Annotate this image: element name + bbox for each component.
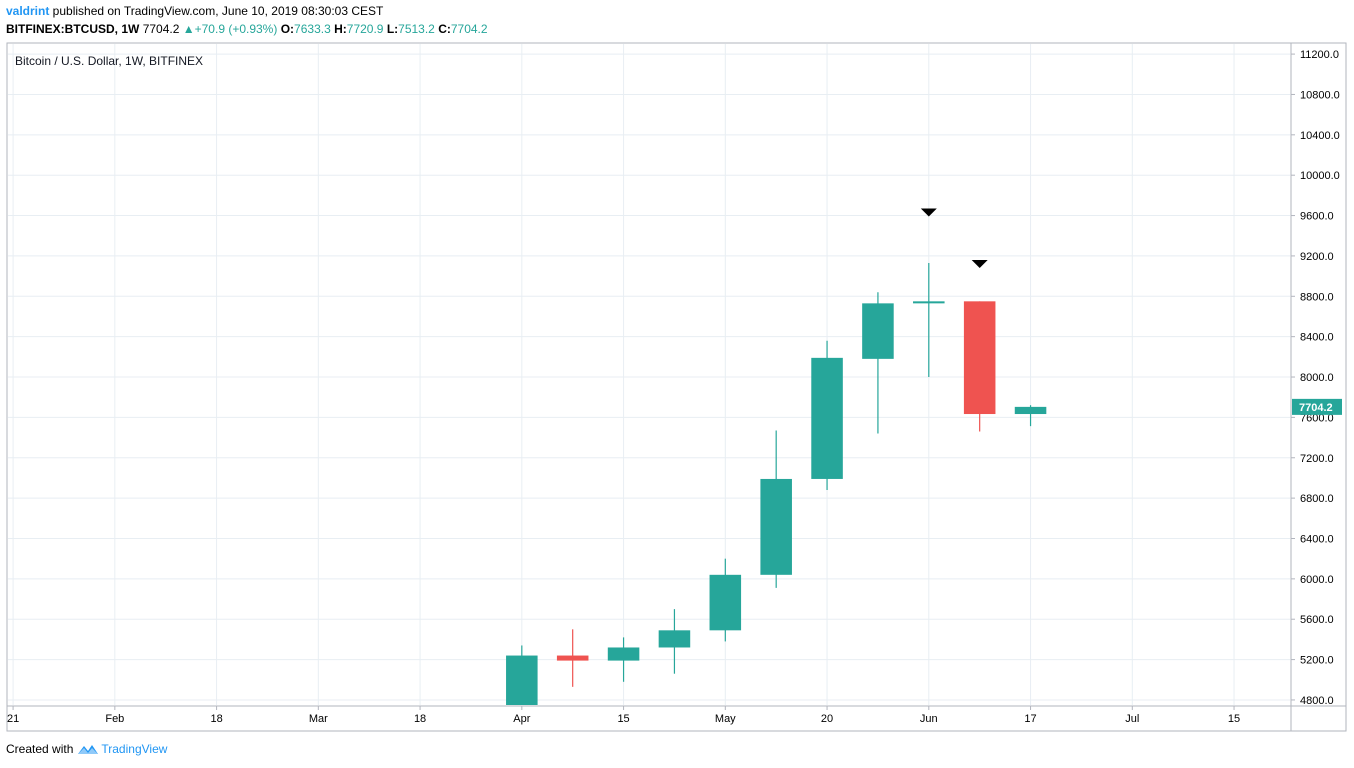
y-tick-label: 5200.0 [1300,655,1334,667]
candle-body [556,655,589,661]
candle [506,645,538,705]
y-tick-label: 4800.0 [1300,695,1334,707]
y-tick-label: 10800.0 [1300,89,1340,101]
candle-body [506,655,538,705]
candle-body [658,630,691,648]
last-price: 7704.2 [142,22,180,36]
y-tick-label: 5600.0 [1300,614,1334,626]
signal-markers [920,208,988,268]
last-price-badge [1292,398,1342,415]
y-tick-label: 8000.0 [1300,372,1334,384]
y-tick-label: 6400.0 [1300,533,1334,545]
high-label: H: [334,22,347,36]
candle [862,292,894,434]
low-value: 7513.2 [398,22,435,36]
time-axis[interactable]: 21 Feb 18 Mar 18 Apr 15 May 20 Jun 17 Jul 15 [7,706,1240,725]
candle-body [862,303,894,359]
down-triangle-marker [971,259,988,268]
y-tick-label: 6000.0 [1300,574,1334,586]
tradingview-logo-icon [78,745,99,754]
close-value: 7704.2 [450,22,488,36]
x-tick-label: Apr [513,713,530,725]
ohlc-legend: BITFINEX:BTCUSD, 1W 7704.2 ▲+70.9 (+0.93… [6,22,488,36]
x-tick-label: Jul [1125,713,1139,725]
x-tick-label: 20 [821,713,833,725]
grid [8,44,1290,705]
chart-title: Bitcoin / U.S. Dollar, 1W, BITFINEX [15,54,203,68]
y-tick-label: 8800.0 [1300,291,1334,303]
candle [1014,405,1047,427]
high-value: 7720.9 [346,22,384,36]
candle-body [607,647,640,661]
candle [607,637,640,682]
x-tick-label: 15 [1228,713,1240,725]
y-tick-label: 7200.0 [1300,453,1334,465]
symbol-label: BITFINEX:BTCUSD, 1W [6,22,140,36]
x-tick-label: 15 [617,713,629,725]
last-price-text: 7704.2 [1299,402,1333,414]
y-tick-label: 10400.0 [1300,130,1340,142]
x-tick-label: May [715,713,736,725]
plot-frame [6,42,1347,732]
y-tick-label: 10000.0 [1300,170,1340,182]
published-text: published on TradingView.com, June 10, 2… [49,4,384,18]
x-tick-label: 18 [414,713,426,725]
candle-body [963,301,996,415]
tradingview-link[interactable]: TradingView [101,742,168,756]
down-triangle-marker [920,208,937,217]
candle-body [1014,406,1047,415]
y-tick-label: 8400.0 [1300,332,1334,344]
created-with-text: Created with [6,742,74,756]
candle [556,629,589,687]
x-tick-label: 17 [1024,713,1036,725]
low-label: L: [386,22,399,36]
x-tick-label: Feb [105,713,124,725]
y-tick-label: 6800.0 [1300,493,1334,505]
candle [709,558,742,642]
price-change: +70.9 (+0.93%) [194,22,278,36]
x-tick-label: Jun [920,713,938,725]
candle-body [760,478,792,575]
publish-info: valdrint published on TradingView.com, J… [6,4,383,18]
candle [913,262,945,378]
x-tick-label: Mar [309,713,328,725]
candle-body [709,574,742,631]
close-label: C: [438,22,451,36]
x-tick-label: 18 [210,713,222,725]
y-tick-label: 9600.0 [1300,211,1334,223]
y-tick-label: 7600.0 [1300,412,1334,424]
open-label: O: [280,22,295,36]
y-tick-label: 11200.0 [1300,49,1339,61]
x-tick-label: 21 [7,713,19,725]
candle [811,340,843,491]
author-link[interactable]: valdrint [6,4,50,18]
up-arrow-icon: ▲ [182,22,195,36]
candle [658,609,691,674]
candle [963,301,996,432]
last-price-label: 7704.2 [1292,398,1342,415]
footer: Created with TradingView [6,742,167,756]
price-axis[interactable]: 4800.0 5200.0 5600.0 6000.0 6400.0 6800.0 7200… [1291,49,1340,707]
candles [506,262,1047,705]
candle-body [811,357,843,479]
y-tick-label: 9200.0 [1300,251,1334,263]
candle-body [913,301,945,304]
candle [760,430,792,588]
open-value: 7633.3 [294,22,331,36]
